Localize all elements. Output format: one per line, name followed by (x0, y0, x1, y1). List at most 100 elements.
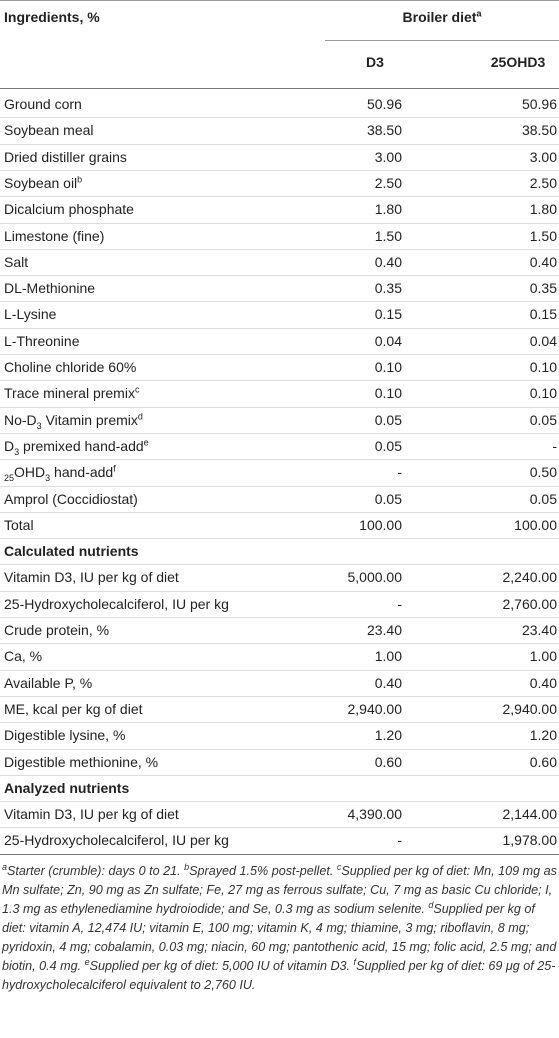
row-label: DL-Methionine (4, 275, 95, 301)
text-segment: DL-Methionine (4, 280, 96, 297)
value-cell: - (397, 464, 402, 481)
row-rule (0, 380, 559, 382)
value-cell: 0.35 (374, 280, 402, 297)
row-label: Soybean meal (4, 117, 94, 143)
text-segment: 25 (4, 472, 15, 483)
row-rule (0, 748, 559, 750)
text-segment: c (336, 861, 342, 872)
value-cell: 0.04 (529, 332, 557, 349)
text-segment: Vitamin premix (41, 411, 138, 428)
row-label: Digestible methionine, % (4, 749, 158, 775)
row-label: ME, kcal per kg of diet (4, 696, 143, 722)
row-rule (0, 406, 559, 408)
value-cell: 0.05 (529, 490, 557, 507)
text-segment: c (134, 384, 140, 395)
text-segment: L-Threonine (4, 332, 80, 349)
row-rule (0, 222, 559, 224)
text-segment: Total (4, 516, 34, 533)
row-rule (0, 801, 559, 803)
value-cell: 0.15 (374, 306, 402, 323)
value-cell: - (397, 595, 402, 612)
row-label: D3 premixed hand-adde (4, 433, 149, 459)
text-segment: No-D (4, 411, 37, 428)
value-cell: 0.10 (374, 359, 402, 375)
value-cell: 5,000.00 (347, 569, 403, 586)
row-label: No-D3 Vitamin premixd (4, 407, 143, 433)
row-rule (0, 248, 559, 250)
header-group: Broiler dieta (325, 4, 559, 30)
text-segment: 25-Hydroxycholecalciferol, IU per kg (4, 595, 229, 612)
value-cell: 2,940.00 (502, 700, 558, 717)
row-label: Vitamin D3, IU per kg of diet (4, 801, 179, 827)
row-label: Crude protein, % (4, 617, 109, 643)
value-cell: 3.00 (374, 148, 402, 165)
value-cell: 0.05 (374, 437, 402, 454)
value-cell: 0.40 (374, 674, 402, 691)
row-rule (0, 169, 559, 171)
value-cell: 0.40 (529, 674, 557, 691)
value-cell: 2,240.00 (502, 569, 558, 586)
value-cell: 23.40 (521, 622, 557, 638)
row-rule (0, 827, 559, 829)
rule (325, 40, 559, 41)
value-cell: 2.50 (374, 174, 402, 191)
rule (0, 0, 559, 1)
text-segment: Crude protein, % (4, 622, 110, 638)
row-label: 25OHD3 hand-addf (4, 459, 116, 485)
text-segment: a (2, 861, 8, 872)
header-cell: 25OHD3 (470, 49, 559, 75)
text-segment: b (184, 861, 190, 872)
value-cell: 0.40 (529, 253, 557, 270)
row-rule (0, 643, 559, 645)
value-cell: 1.00 (529, 648, 557, 665)
row-rule (0, 327, 559, 329)
text-segment: premixed hand-add (19, 437, 144, 454)
value-cell: 0.60 (374, 753, 402, 770)
value-cell: 0.05 (374, 490, 402, 507)
row-rule (0, 459, 559, 461)
row-rule (0, 564, 559, 566)
row-rule (0, 117, 559, 119)
row-rule (0, 196, 559, 198)
value-cell: 2,144.00 (502, 806, 558, 823)
row-label: Available P, % (4, 670, 92, 696)
text-segment: D3 (366, 54, 384, 70)
row-label: Trace mineral premixc (4, 380, 139, 406)
value-cell: 1.80 (529, 201, 557, 218)
section-header: Analyzed nutrients (4, 779, 130, 796)
text-segment: 25OHD3 (490, 54, 546, 70)
text-segment: Amprol (Coccidiostat) (4, 490, 138, 507)
row-label: Ca, % (4, 643, 42, 669)
value-cell: - (397, 832, 402, 849)
row-rule (0, 538, 559, 540)
row-rule (0, 275, 559, 277)
row-label: Total (4, 512, 34, 538)
text-segment: OHD (14, 464, 46, 481)
text-segment: Trace mineral premix (4, 385, 135, 402)
value-cell: 0.40 (374, 253, 402, 270)
text-segment: Digestible lysine, % (4, 727, 126, 744)
row-label: Soybean oilb (4, 170, 82, 196)
section-header: Calculated nutrients (4, 543, 139, 560)
text-segment: Dried distiller grains (4, 148, 127, 165)
value-cell: 23.40 (366, 622, 402, 638)
text-segment: Starter (crumble): days 0 to 21. (7, 864, 185, 878)
text-segment: Supplied per kg of diet: vitamin A, 12,4… (2, 902, 557, 973)
value-cell: 0.35 (529, 280, 557, 297)
value-cell: 1.20 (374, 727, 402, 744)
header-cell: Ingredients, % (4, 4, 100, 30)
value-cell: 0.10 (529, 359, 557, 375)
text-segment: Soybean meal (4, 122, 94, 139)
value-cell: 0.60 (529, 753, 557, 770)
value-cell: 0.05 (529, 411, 557, 428)
row-label: Ground corn (4, 91, 82, 117)
row-rule (0, 485, 559, 487)
value-cell: 2,760.00 (502, 595, 558, 612)
text-segment: Supplied per kg of diet: Mn, 109 mg as M… (2, 864, 557, 916)
row-label: Choline chloride 60% (4, 354, 136, 380)
text-segment: 3 (14, 446, 20, 457)
value-cell: 0.04 (374, 332, 402, 349)
value-cell: 0.05 (374, 411, 402, 428)
row-rule (0, 432, 559, 434)
row-rule (0, 669, 559, 671)
